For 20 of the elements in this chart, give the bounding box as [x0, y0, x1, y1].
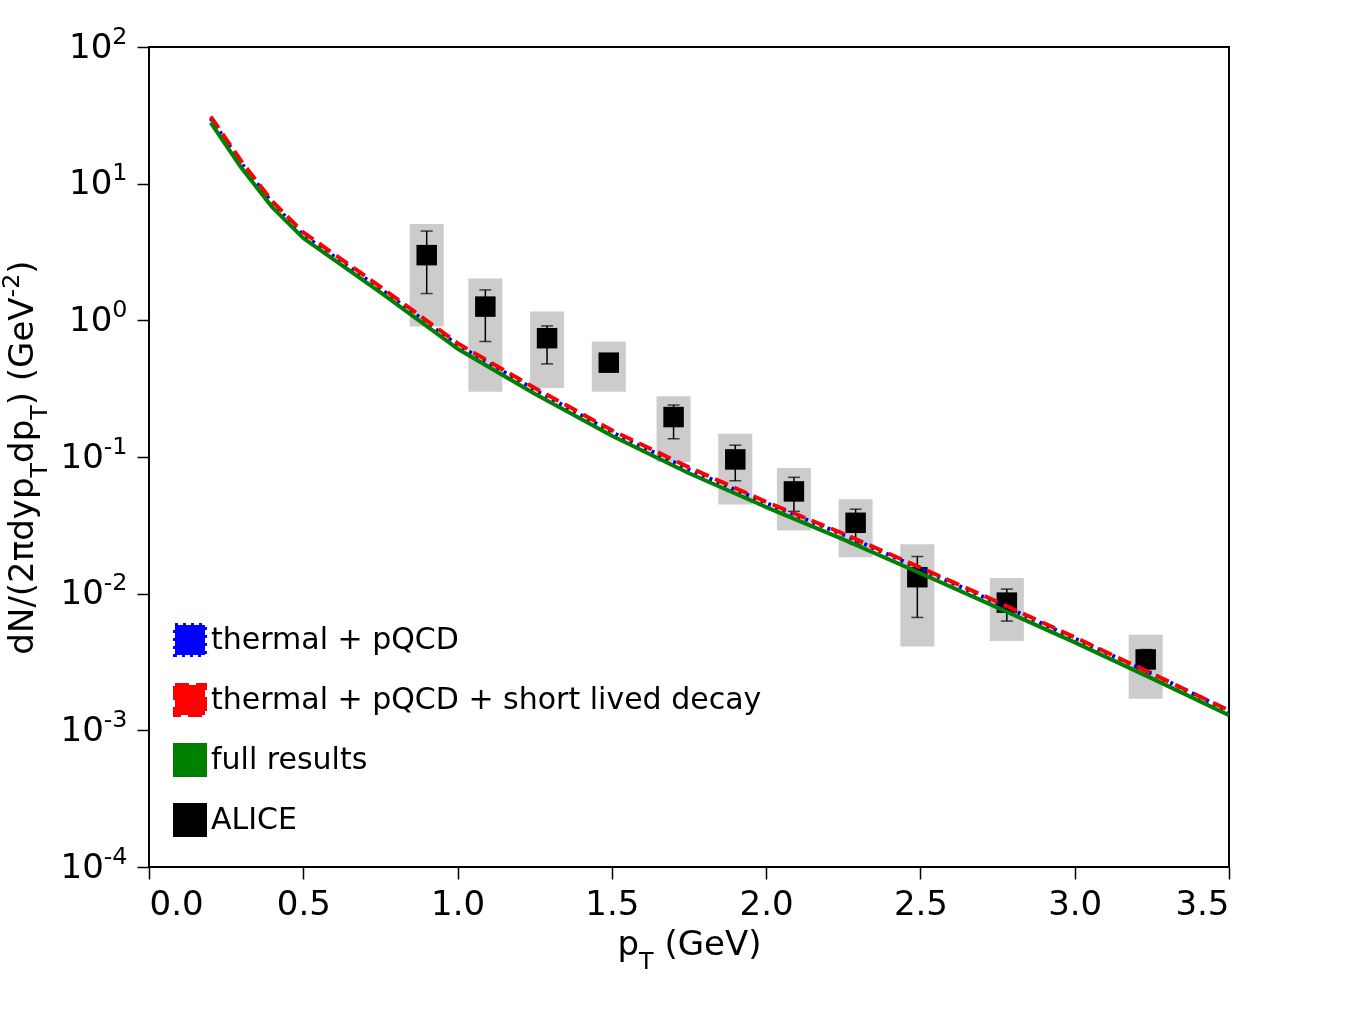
legend-label: thermal + pQCD: [211, 621, 459, 656]
y-tick-label: 10$^{-3}$: [60, 704, 128, 749]
x-tick-label: 0.5: [276, 882, 331, 923]
y-tick-label: 10$^{-2}$: [60, 568, 128, 613]
y-tick-label: 10$^{-4}$: [60, 841, 128, 886]
y-tick-label: 10$^{2}$: [69, 21, 128, 66]
y-tick-label: 10$^{1}$: [69, 158, 128, 203]
x-tick-label: 0.0: [149, 882, 204, 923]
x-tick-label: 2.5: [893, 882, 948, 923]
x-tick-label: 1.0: [431, 882, 486, 923]
x-tick-label: 3.5: [1175, 882, 1230, 923]
y-tick-label: 10$^{0}$: [69, 294, 128, 339]
legend-label: thermal + pQCD + short lived decay: [211, 681, 762, 716]
legend-label: ALICE: [211, 801, 297, 836]
y-tick-label: 10$^{-1}$: [60, 431, 128, 476]
x-axis-title: p$_{T}$ (GeV): [617, 922, 762, 975]
legend-label: full results: [211, 741, 368, 776]
x-tick-label: 1.5: [585, 882, 640, 923]
x-tick-label: 2.0: [739, 882, 794, 923]
x-tick-label: 3.0: [1048, 882, 1103, 923]
